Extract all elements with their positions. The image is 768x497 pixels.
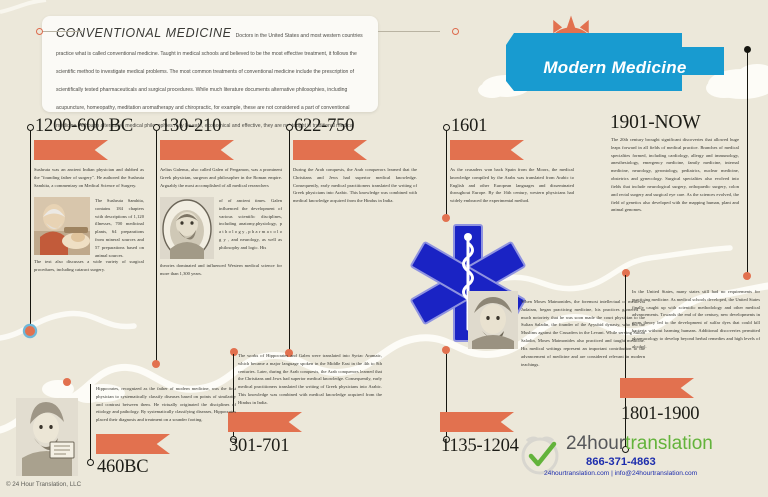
galen-portrait-engraving <box>160 197 214 259</box>
node-130-210 <box>153 124 160 131</box>
dot-1601-end <box>442 214 450 222</box>
card-node-marker <box>36 28 43 35</box>
stem-301-701 <box>233 354 235 438</box>
dot-1801-1900-start <box>622 269 630 277</box>
text-1200-600bc-intro: Sushruta was an ancient Indian physician… <box>34 167 144 188</box>
logo-contact-links[interactable]: 24hourtranslation.com | info@24hourtrans… <box>544 470 698 477</box>
flag-130-210 <box>160 140 234 160</box>
stem-1901-now <box>747 52 749 274</box>
dot-1901-now-end <box>743 272 751 280</box>
logo-wordmark: 24hourtranslation <box>566 434 713 453</box>
date-130-210: 130-210 <box>161 116 222 136</box>
date-1901-now: 1901-NOW <box>610 112 701 133</box>
text-1135-1204-intro: When Moses Maimonides, the foremost inte… <box>521 299 645 367</box>
text-1200-600bc-wrap: The Sushruta Samhita, contains 184 chapt… <box>95 198 144 258</box>
conventional-medicine-title: CONVENTIONAL MEDICINE <box>56 26 232 40</box>
card-node-marker-right <box>452 28 459 35</box>
flag-301-701 <box>228 412 302 432</box>
date-1200-600bc: 1200-600 BC <box>35 116 134 136</box>
node-1135-1204 <box>443 436 450 443</box>
stem-622-750 <box>289 131 291 352</box>
dot-130-210-end <box>152 360 160 368</box>
text-130-210-intro: Aelius Galenus, also called Galen of Per… <box>160 167 282 188</box>
flag-622-750 <box>293 140 367 160</box>
logo-brand-dark: 24hour <box>566 433 626 454</box>
stem-1601 <box>446 131 448 217</box>
logo-phone-number[interactable]: 866-371-4863 <box>586 456 656 468</box>
maimonides-portrait <box>468 291 518 349</box>
stem-460bc <box>90 384 92 461</box>
stem-1200-600bc <box>30 131 32 330</box>
dot-301-701-start <box>230 348 238 356</box>
clock-check-icon <box>521 436 559 475</box>
copyright-notice: © 24 Hour Translation, LLC <box>6 481 82 488</box>
stem-1801-1900 <box>625 275 627 448</box>
node-1801-1900 <box>622 446 629 453</box>
dot-1135-1204-start <box>442 346 450 354</box>
date-460bc: 460BC <box>97 457 149 477</box>
text-1200-600bc-end: The text also discusses a wide variety o… <box>34 259 144 272</box>
text-460bc-intro: Hippocrates, recognized as the father of… <box>96 386 236 423</box>
dot-460bc-start <box>63 378 71 386</box>
stem-1135-1204 <box>446 352 448 438</box>
node-301-701 <box>230 436 237 443</box>
text-1801-1900-intro: In the United States, many states still … <box>632 289 760 349</box>
date-1135-1204: 1135-1204 <box>441 436 519 456</box>
flag-1801-1900 <box>620 378 694 398</box>
hippocrates-portrait-engraving <box>16 398 78 476</box>
node-1200-600bc <box>27 124 34 131</box>
text-1901-now-intro: The 20th century brought significant dis… <box>611 137 739 213</box>
date-301-701: 301-701 <box>229 436 290 456</box>
banner-title: Modern Medicine <box>543 58 687 77</box>
flag-1601 <box>450 140 524 160</box>
date-1601: 1601 <box>451 116 488 136</box>
text-130-210-end: theories dominated and influenced Wester… <box>160 263 282 276</box>
text-1601-intro: As the crusaders won back Spain from the… <box>450 167 574 204</box>
text-130-210-wrap: of of ancient times. Galen influenced th… <box>219 198 282 250</box>
dot-1200-600bc-end <box>25 326 35 336</box>
title-ribbon: Modern Medicine <box>506 33 724 95</box>
text-622-750-intro: During the Arab conquests, the Arab conq… <box>293 167 417 204</box>
card-leader-line <box>42 31 82 33</box>
node-622-750 <box>286 124 293 131</box>
date-1801-1900: 1801-1900 <box>621 404 700 424</box>
logo-brand-green: translation <box>625 433 713 454</box>
conventional-medicine-card: CONVENTIONAL MEDICINE Doctors in the Uni… <box>42 16 378 147</box>
sushruta-surgery-illustration <box>34 197 90 255</box>
dot-622-750-end <box>285 349 293 357</box>
flag-1200-600bc <box>34 140 108 160</box>
date-622-750: 622-750 <box>294 116 355 136</box>
flag-1135-1204 <box>440 412 514 432</box>
card-leader-line-right <box>378 31 440 33</box>
text-301-701-intro: The works of Hippocrates and Galen were … <box>238 353 382 405</box>
stem-130-210 <box>156 131 158 363</box>
flag-460bc <box>96 434 170 454</box>
node-460bc <box>87 459 94 466</box>
company-logo[interactable]: 24hourtranslation 866-371-4863 24hourtra… <box>518 432 750 488</box>
node-1601 <box>443 124 450 131</box>
